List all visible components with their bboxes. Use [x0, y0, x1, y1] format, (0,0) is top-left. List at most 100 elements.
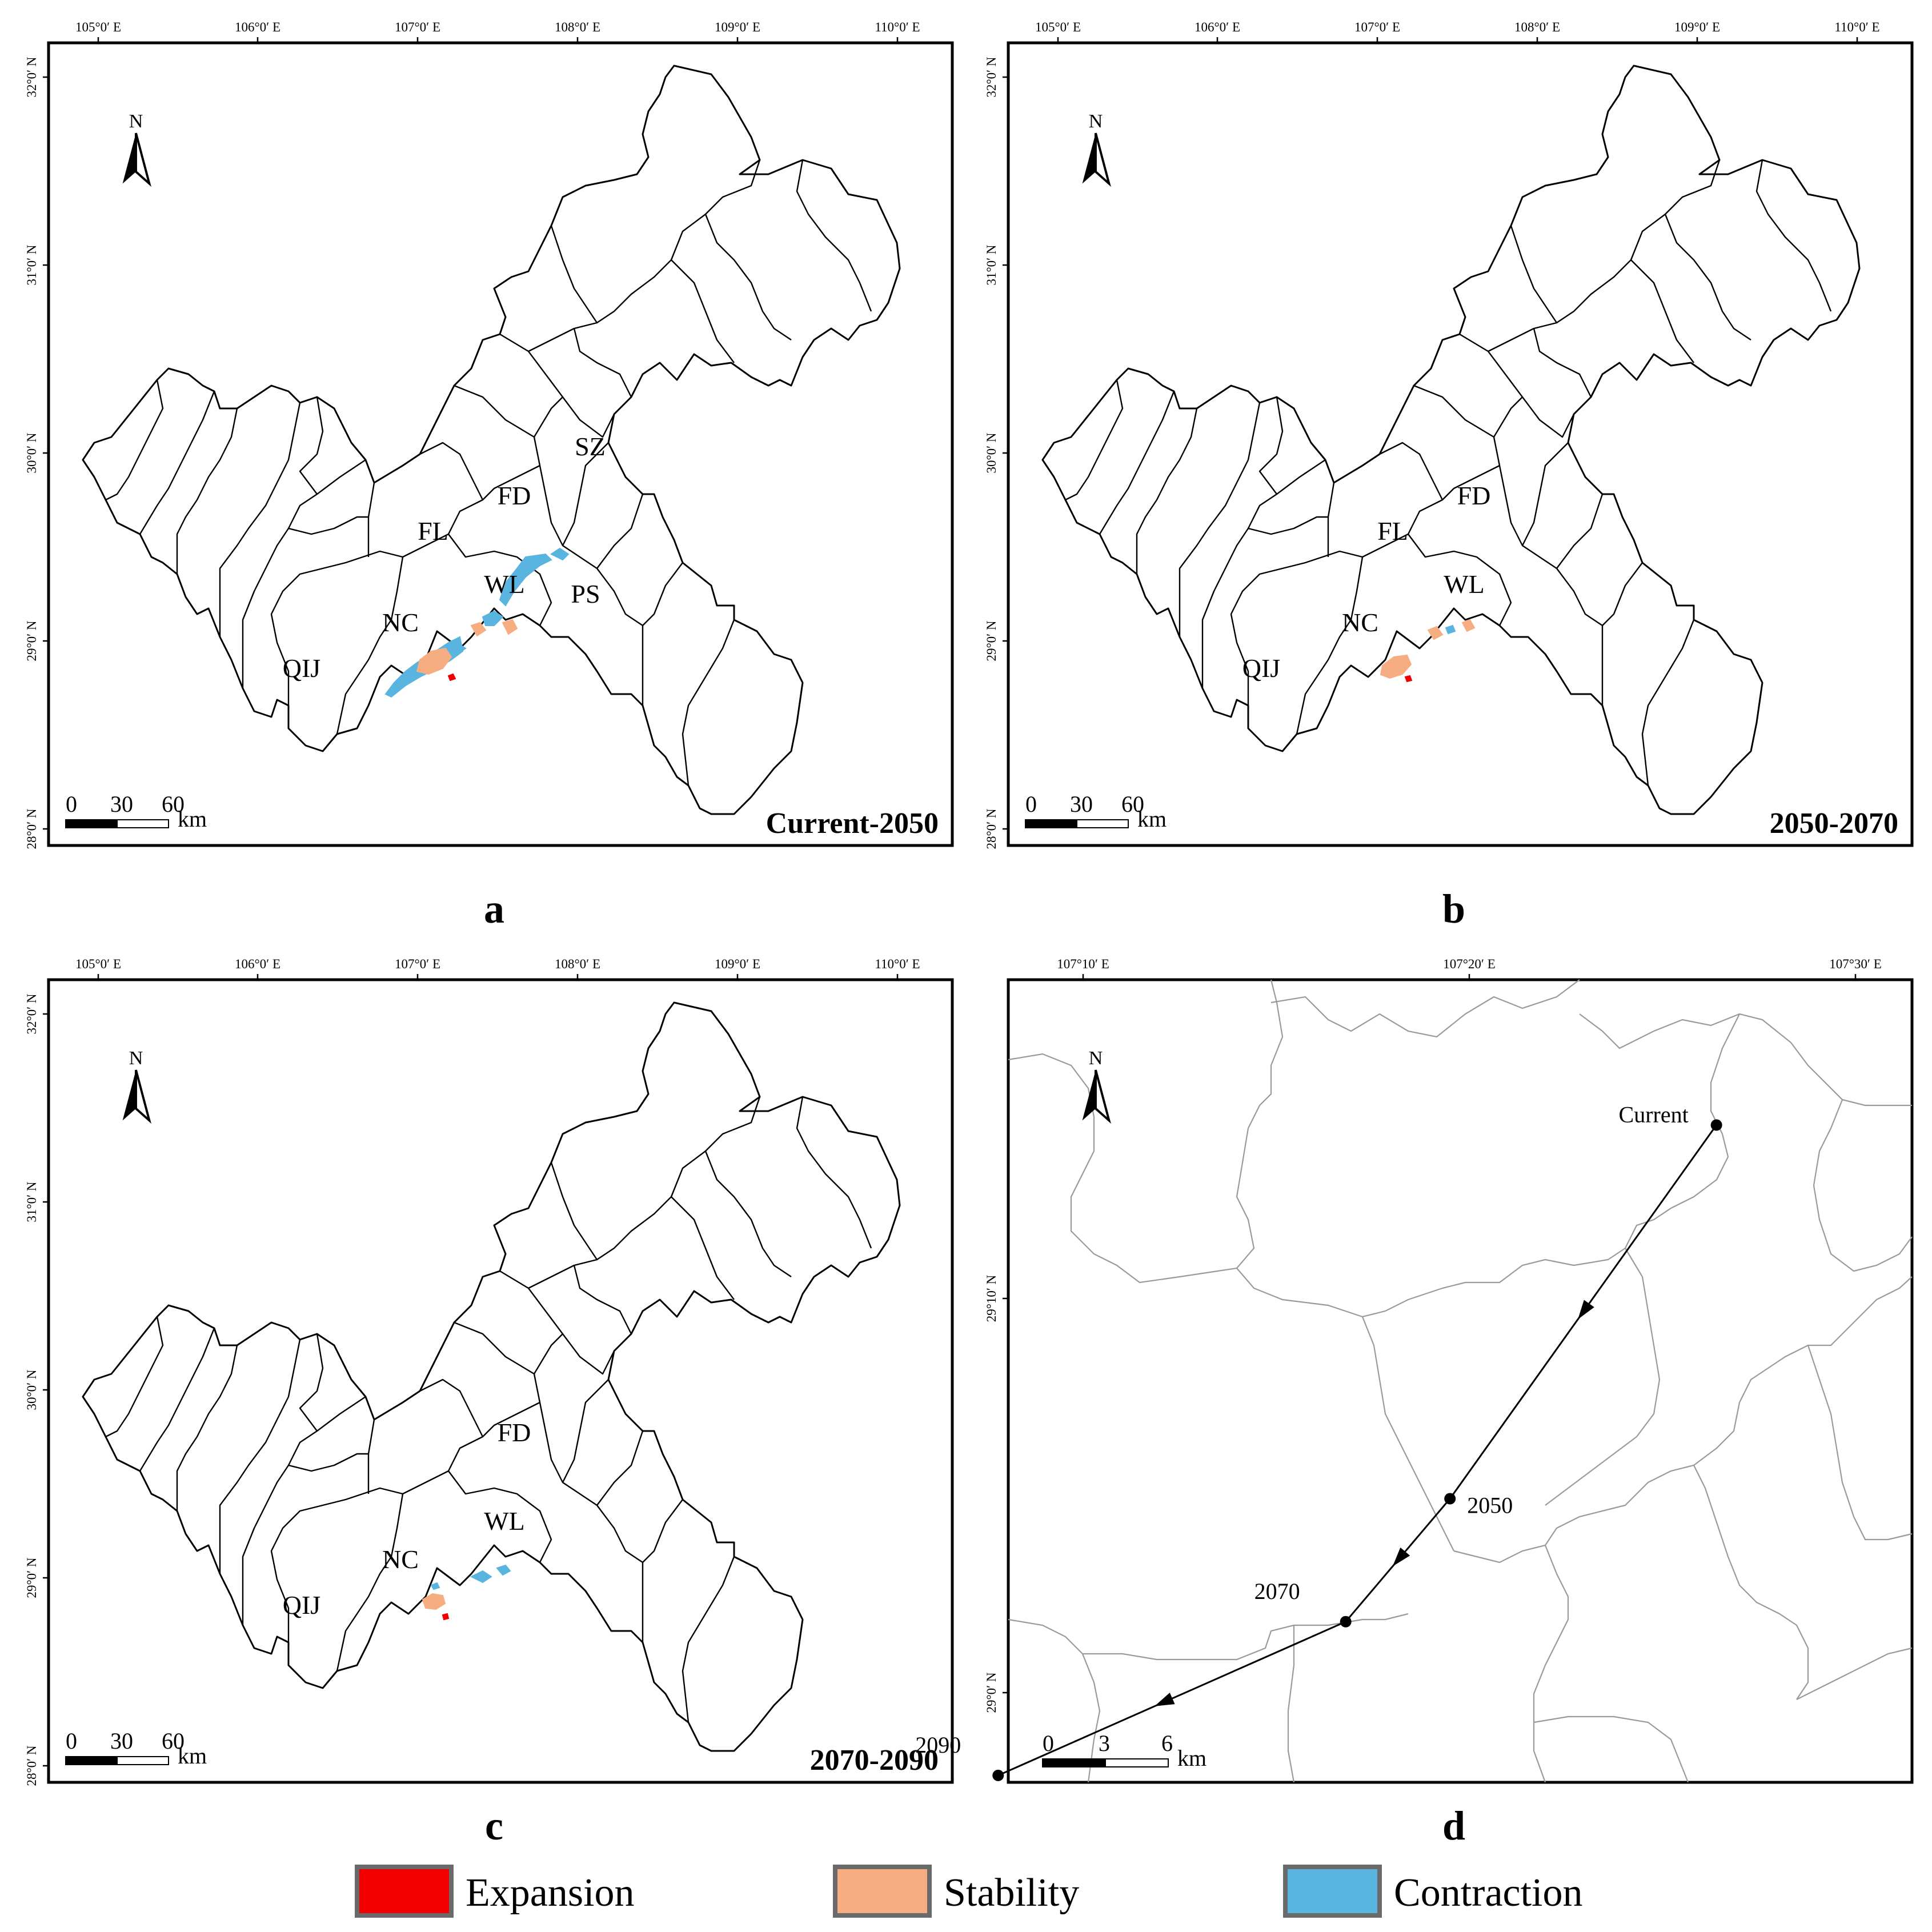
lon-label: 109°0′ E	[715, 20, 760, 34]
lat-label: 29°0′ N	[25, 1557, 39, 1598]
county-label-fd: FD	[498, 1418, 531, 1447]
scale-tick-label-1-1: 30	[1070, 791, 1093, 817]
distribution-contraction	[496, 1564, 511, 1576]
county-boundary	[1453, 1402, 1741, 1564]
lon-label: 106°0′ E	[235, 20, 280, 34]
scale-bar-dark	[65, 819, 118, 828]
lon-label: 105°0′ E	[75, 20, 121, 34]
county-label-fl: FL	[1377, 516, 1408, 546]
north-arrow-label-2: N	[129, 1048, 143, 1069]
scale-tick-label-d-2: 6	[1161, 1730, 1173, 1756]
county-boundary	[1236, 1013, 1740, 1318]
lon-label: 108°0′ E	[555, 20, 600, 34]
distribution-expansion	[1404, 675, 1413, 683]
scale-bar-light	[1076, 819, 1129, 828]
lat-label: 32°0′ N	[984, 57, 999, 97]
scale-unit-d: km	[1177, 1745, 1207, 1771]
legend-swatch-expansion	[355, 1865, 454, 1918]
lon-label: 110°0′ E	[875, 20, 920, 34]
distribution-expansion	[442, 1613, 450, 1621]
lat-label: 28°0′ N	[984, 808, 999, 849]
centroid-point	[992, 1769, 1004, 1781]
county-label-fd: FD	[498, 481, 531, 510]
distribution-contraction	[1445, 624, 1456, 635]
scale-tick-label-0-2: 60	[162, 791, 185, 817]
legend-swatch-stability	[833, 1865, 932, 1918]
lon-label: 107°0′ E	[395, 20, 440, 34]
distribution-stability	[1380, 654, 1412, 679]
distribution-contraction	[430, 1582, 440, 1590]
county-boundary	[1270, 979, 1580, 1038]
lat-label: 29°10′ N	[984, 1274, 999, 1322]
scale-bar-dark	[1042, 1758, 1106, 1767]
county-boundary	[1533, 1545, 1569, 1783]
lon-label: 106°0′ E	[1195, 20, 1240, 34]
map-panel-b: 105°0′ E 106°0′ E 107°0′ E 108°0′ E 109°0′ E…	[984, 20, 1914, 849]
county-label-qij: QIJ	[1242, 654, 1280, 683]
lat-label: 32°0′ N	[25, 57, 39, 97]
county-boundary	[1807, 1345, 1913, 1541]
lat-label: 32°0′ N	[25, 993, 39, 1034]
scale-tick-label-0-1: 30	[110, 791, 133, 817]
scale-tick-label-d-1: 3	[1099, 1730, 1110, 1756]
lat-label: 30°0′ N	[25, 432, 39, 473]
distribution-stability	[1461, 619, 1476, 632]
scale-tick-label-0-0: 0	[66, 791, 77, 817]
lon-label: 107°10′ E	[1057, 957, 1109, 971]
lat-label: 28°0′ N	[25, 808, 39, 849]
centroid-label: Current	[1619, 1101, 1689, 1127]
legend-label-expansion: Expansion	[466, 1871, 635, 1915]
distribution-expansion	[447, 673, 456, 682]
distribution-contraction	[482, 610, 504, 626]
track-arrow-icon	[1578, 1300, 1594, 1320]
track-arrow-icon	[1392, 1547, 1410, 1566]
county-boundary	[1287, 1625, 1295, 1783]
zoom-frame	[1007, 978, 1914, 1784]
panel-letter-c: c	[485, 1803, 503, 1849]
scale-tick-label-1-0: 0	[1025, 791, 1037, 817]
lon-label: 105°0′ E	[1035, 20, 1081, 34]
county-boundary	[1083, 1613, 1409, 1661]
lon-label: 107°0′ E	[395, 957, 440, 971]
lat-label: 30°0′ N	[25, 1369, 39, 1410]
centroid-point	[1444, 1493, 1456, 1505]
scale-tick-label-2-1: 30	[110, 1728, 133, 1754]
county-boundary	[1796, 1647, 1913, 1700]
county-label-wl: WL	[1444, 570, 1485, 599]
county-label-wl: WL	[484, 570, 525, 599]
scale-bar-light	[117, 819, 169, 828]
county-label-qij: QIJ	[283, 1590, 320, 1620]
county-label-nc: NC	[382, 608, 419, 637]
centroid-label: 2050	[1467, 1493, 1513, 1518]
distribution-stability	[470, 622, 487, 637]
panel-letter-b: b	[1442, 886, 1465, 932]
county-boundary	[1533, 1715, 1689, 1783]
county-label-fd: FD	[1457, 481, 1491, 510]
lon-label: 109°0′ E	[1674, 20, 1720, 34]
legend-label-contraction: Contraction	[1394, 1871, 1582, 1915]
scale-tick-label-d-0: 0	[1043, 1730, 1054, 1756]
county-boundary	[1361, 1316, 1454, 1552]
county-label-sz: SZ	[575, 432, 606, 461]
period-label: 2050-2070	[1770, 807, 1898, 840]
county-boundary	[1739, 1276, 1913, 1403]
lon-label: 108°0′ E	[555, 957, 600, 971]
scale-unit-0: km	[178, 806, 207, 832]
scale-unit-1: km	[1137, 806, 1167, 832]
distribution-contraction	[444, 642, 467, 655]
county-label-nc: NC	[1342, 608, 1378, 637]
panel-letter-d: d	[1442, 1803, 1465, 1849]
legend: Expansion Stability Contraction	[355, 1865, 1582, 1918]
centroid-label: 2090	[915, 1732, 961, 1758]
scale-bar-light	[117, 1756, 169, 1765]
panel-letter-a: a	[484, 886, 504, 932]
map-panel-c: 105°0′ E 106°0′ E 107°0′ E 108°0′ E 109°0′ E…	[25, 957, 954, 1786]
lon-label: 108°0′ E	[1514, 20, 1560, 34]
distribution-contraction	[550, 547, 570, 561]
county-label-nc: NC	[382, 1545, 419, 1574]
distribution-stability	[422, 1593, 446, 1610]
distribution-contraction	[499, 553, 552, 607]
lon-label: 106°0′ E	[235, 957, 280, 971]
lon-label: 110°0′ E	[1834, 20, 1879, 34]
